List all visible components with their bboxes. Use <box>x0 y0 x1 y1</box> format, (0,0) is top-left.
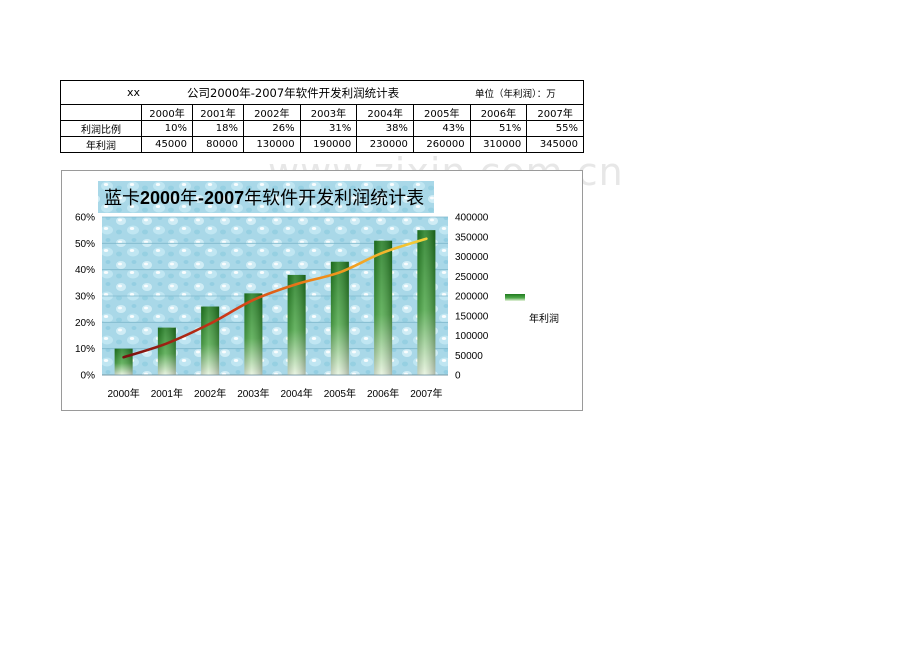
y-left-tick-label: 50% <box>75 239 95 250</box>
bar-shade <box>157 327 176 375</box>
y-right-tick-label: 150000 <box>455 311 489 322</box>
legend-bar-swatch <box>505 294 525 301</box>
y-left-tick-label: 10% <box>75 344 95 355</box>
row-label: 年利润 <box>60 136 142 153</box>
table-cell: 26% <box>242 120 301 137</box>
year-header-cell: 2004年 <box>356 104 414 121</box>
table-cell: 260000 <box>412 136 471 153</box>
table-cell: 345000 <box>526 136 584 153</box>
table-cell: 18% <box>191 120 244 137</box>
bar-series <box>114 230 436 375</box>
y-left-tick-label: 40% <box>75 265 95 276</box>
table-row: 利润比例 10% 18% 26% 31% 38% 43% 51% 55% <box>60 120 584 137</box>
x-tick-label: 2004年 <box>281 387 313 400</box>
x-tick-label: 2006年 <box>367 387 399 400</box>
y-left-tick-label: 60% <box>75 213 95 224</box>
table-cell: 80000 <box>191 136 244 153</box>
bar-shade <box>244 293 263 375</box>
table-cell: 230000 <box>356 136 414 153</box>
year-header-cell: 2002年 <box>242 104 301 121</box>
y-right-tick-label: 400000 <box>455 213 489 224</box>
bar-shade <box>417 230 436 375</box>
legend-line-label: 年利润 <box>529 312 559 325</box>
y-right-tick-label: 50000 <box>455 351 483 362</box>
y-right-tick-label: 250000 <box>455 272 489 283</box>
year-header-cell: 2000年 <box>141 104 193 121</box>
row-label: 利润比例 <box>60 120 142 137</box>
table-row: 年利润 45000 80000 130000 190000 230000 260… <box>60 136 584 153</box>
y-right-tick-label: 100000 <box>455 331 489 342</box>
y-right-tick-label: 200000 <box>455 292 489 303</box>
bar-shade <box>201 306 220 375</box>
chart-title: 蓝卡2000年-2007年软件开发利润统计表 <box>104 188 424 208</box>
table-cell: 45000 <box>141 136 193 153</box>
y-right-tick-label: 0 <box>455 371 461 382</box>
x-tick-label: 2002年 <box>194 387 226 400</box>
table-cell: 51% <box>469 120 528 137</box>
year-header-cell: 2005年 <box>412 104 471 121</box>
x-tick-label: 2000年 <box>108 387 140 400</box>
year-header-cell: 2003年 <box>299 104 358 121</box>
table-cell: 38% <box>356 120 414 137</box>
y-right-tick-label: 300000 <box>455 252 489 263</box>
table-cell: 55% <box>526 120 584 137</box>
table-cell: 43% <box>412 120 471 137</box>
x-axis: 2000年 2001年 2002年 2003年 2004年 2005年 2006年 2007年 <box>102 374 448 400</box>
left-axis: 0% 10% 20% 30% 40% 50% 60% <box>75 213 95 382</box>
table-title-cell: xx 公司2000年-2007年软件开发利润统计表 单位（年利润）：万 <box>60 80 584 105</box>
title-band <box>98 181 434 213</box>
x-tick-label: 2005年 <box>324 387 356 400</box>
y-left-tick-label: 20% <box>75 318 95 329</box>
y-right-tick-label: 350000 <box>455 232 489 243</box>
table-cell: 130000 <box>242 136 301 153</box>
y-left-tick-label: 0% <box>81 371 96 382</box>
year-header-cell: 2006年 <box>469 104 528 121</box>
chart-svg: 蓝卡2000年-2007年软件开发利润统计表 0% 10% 20% 30% 40% 50%… <box>75 181 559 400</box>
bar-shade <box>114 348 133 375</box>
x-tick-label: 2001年 <box>151 387 183 400</box>
profit-table: xx 公司2000年-2007年软件开发利润统计表 单位（年利润）：万 2000… <box>60 80 584 153</box>
company-prefix: xx <box>127 86 141 99</box>
table-cell: 31% <box>299 120 358 137</box>
bar-shade <box>374 240 393 375</box>
header-corner <box>60 104 142 121</box>
year-header-cell: 2001年 <box>191 104 244 121</box>
table-cell: 10% <box>141 120 193 137</box>
bar-shade <box>287 274 306 375</box>
unit-note: 单位（年利润）：万 <box>475 89 556 100</box>
right-axis: 0 50000 100000 150000 200000 250000 300000 3500… <box>455 213 489 382</box>
profit-chart: 蓝卡2000年-2007年软件开发利润统计表 0% 10% 20% 30% 40% 50%… <box>61 170 583 411</box>
table-cell: 310000 <box>469 136 528 153</box>
table-cell: 190000 <box>299 136 358 153</box>
bar-shade <box>330 261 349 375</box>
line-series <box>122 237 428 359</box>
y-left-tick-label: 30% <box>75 292 95 303</box>
year-header-row: 2000年 2001年 2002年 2003年 2004年 2005年 2006… <box>60 104 584 121</box>
legend: 年利润 <box>505 294 559 325</box>
table-title: 公司2000年-2007年软件开发利润统计表 <box>187 86 400 100</box>
profit-line <box>122 237 428 359</box>
year-header-cell: 2007年 <box>526 104 584 121</box>
x-tick-label: 2003年 <box>237 387 269 400</box>
x-tick-label: 2007年 <box>410 387 442 400</box>
